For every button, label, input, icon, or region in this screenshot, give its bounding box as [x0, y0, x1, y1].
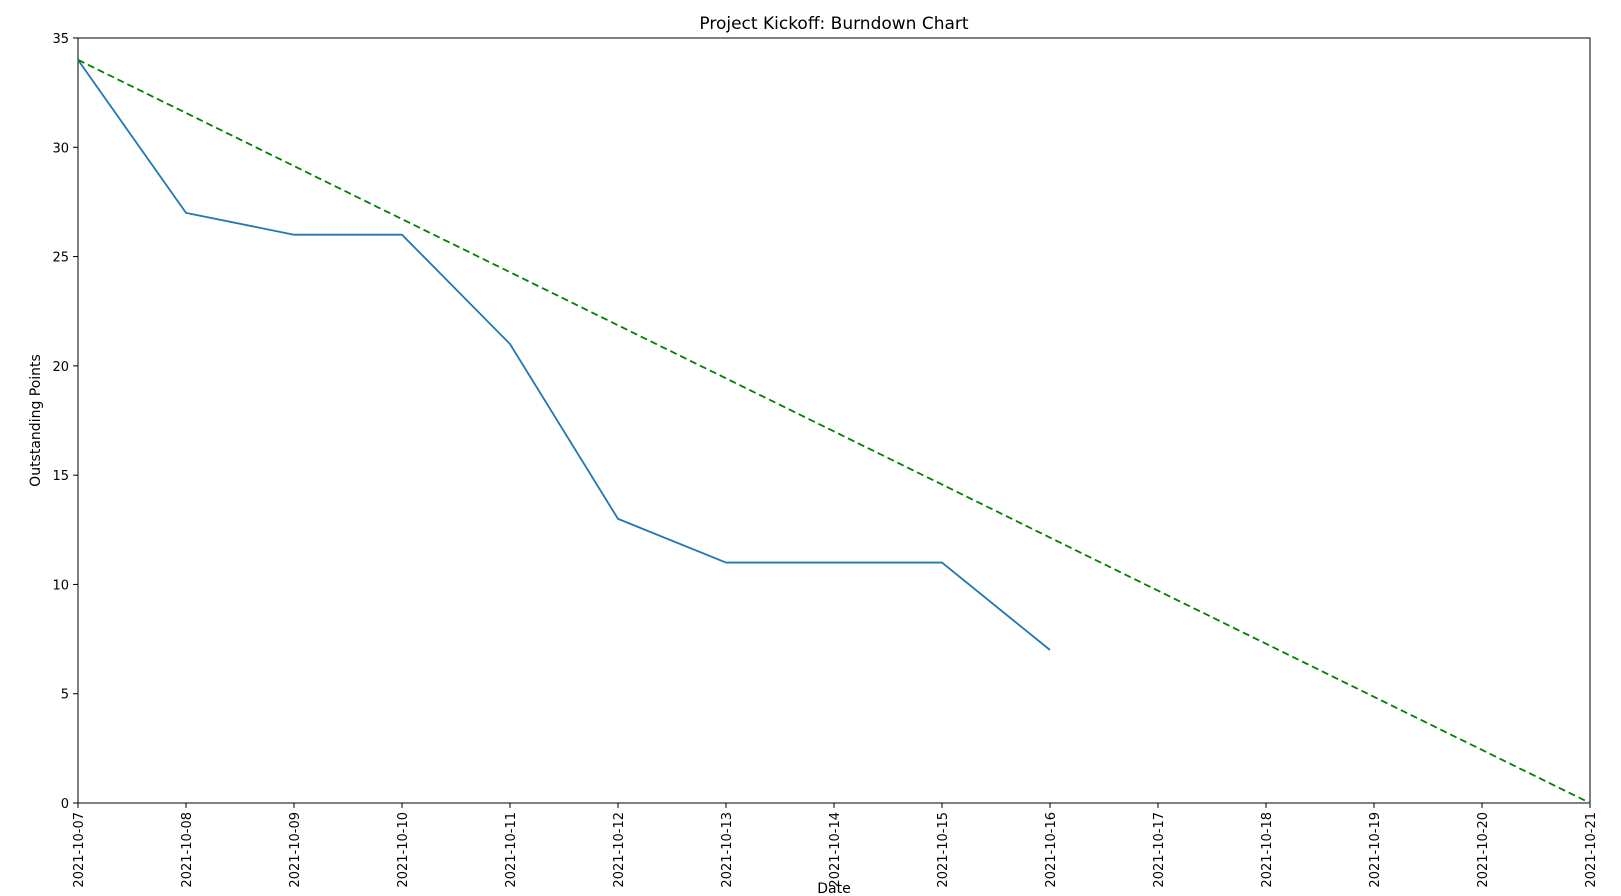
x-tick-label: 2021-10-14 — [828, 812, 843, 888]
ideal-burndown-line — [77, 59, 1591, 804]
y-tick-label: 15 — [52, 469, 69, 484]
y-tick-label: 20 — [52, 360, 69, 375]
y-tick-label: 25 — [52, 251, 69, 266]
y-axis-ticks: 0 5 10 15 20 25 30 35 — [52, 32, 78, 812]
x-axis-ticks: 2021-10-07 2021-10-08 2021-10-09 2021-10-10… — [72, 803, 1599, 888]
x-axis-label: Date — [817, 881, 850, 896]
y-tick-label: 10 — [52, 578, 69, 593]
actual-burndown-line — [77, 59, 1051, 651]
x-tick-label: 2021-10-10 — [396, 812, 411, 888]
x-tick-label: 2021-10-16 — [1044, 812, 1059, 888]
y-tick-label: 0 — [61, 797, 69, 812]
plot-area-frame — [77, 37, 1591, 804]
x-tick-label: 2021-10-12 — [612, 812, 627, 888]
x-tick-label: 2021-10-11 — [504, 812, 519, 888]
y-axis-label: Outstanding Points — [28, 354, 44, 487]
x-tick-label: 2021-10-08 — [180, 812, 195, 888]
y-tick-label: 30 — [52, 141, 69, 156]
series-layer — [77, 59, 1591, 804]
x-tick-label: 2021-10-07 — [72, 812, 87, 888]
chart-title: Project Kickoff: Burndown Chart — [699, 14, 968, 34]
y-tick-label: 5 — [61, 688, 69, 703]
x-tick-label: 2021-10-09 — [288, 812, 303, 888]
x-tick-label: 2021-10-15 — [936, 812, 951, 888]
x-tick-label: 2021-10-17 — [1152, 812, 1167, 888]
x-tick-label: 2021-10-19 — [1368, 812, 1383, 888]
x-tick-label: 2021-10-18 — [1260, 812, 1275, 888]
x-tick-label: 2021-10-13 — [720, 812, 735, 888]
y-tick-label: 35 — [52, 32, 69, 47]
x-tick-label: 2021-10-20 — [1476, 812, 1491, 888]
x-tick-label: 2021-10-21 — [1584, 812, 1599, 888]
